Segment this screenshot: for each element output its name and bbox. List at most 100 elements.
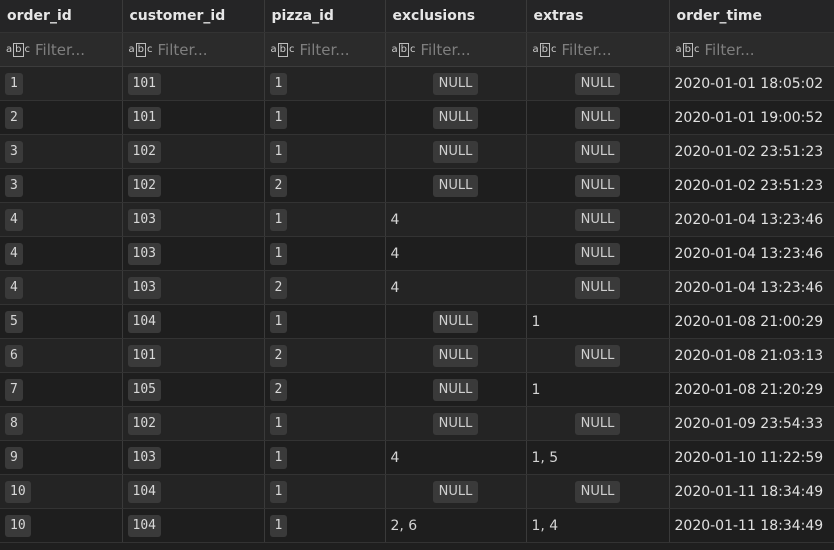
cell-pizza-id[interactable]: 1 (264, 202, 386, 237)
cell-extras[interactable]: 1 (526, 304, 670, 339)
table-row[interactable]: 5 104 1 NULL 1 2020-01-08 21:00:29 (0, 304, 834, 339)
filter-input-extras[interactable] (561, 40, 652, 59)
cell-extras[interactable]: NULL (526, 168, 670, 203)
cell-extras[interactable]: NULL (526, 406, 670, 441)
cell-order-time[interactable]: 2020-01-02 23:51:23 (669, 134, 834, 169)
cell-order-id[interactable]: 9 (0, 440, 123, 475)
cell-exclusions[interactable]: 4 (385, 236, 527, 271)
table-row[interactable]: 4 103 1 4 NULL 2020-01-04 13:23:46 (0, 202, 834, 237)
cell-pizza-id[interactable]: 1 (264, 66, 386, 101)
cell-exclusions[interactable]: 2, 6 (385, 508, 527, 543)
cell-extras[interactable]: NULL (526, 66, 670, 101)
cell-order-time[interactable]: 2020-01-11 18:34:49 (669, 474, 834, 509)
cell-customer-id[interactable]: 101 (122, 338, 265, 373)
cell-order-id[interactable]: 7 (0, 372, 123, 407)
cell-extras[interactable]: NULL (526, 134, 670, 169)
cell-customer-id[interactable]: 105 (122, 372, 265, 407)
cell-extras[interactable]: 1 (526, 372, 670, 407)
cell-exclusions[interactable]: 4 (385, 202, 527, 237)
filter-input-order-id[interactable] (35, 40, 125, 59)
cell-order-time[interactable]: 2020-01-04 13:23:46 (669, 202, 834, 237)
cell-exclusions[interactable]: NULL (385, 474, 527, 509)
cell-order-id[interactable]: 4 (0, 202, 123, 237)
cell-order-time[interactable]: 2020-01-08 21:20:29 (669, 372, 834, 407)
column-header-exclusions[interactable]: exclusions (385, 0, 527, 33)
cell-customer-id[interactable]: 104 (122, 474, 265, 509)
cell-order-id[interactable]: 1 (0, 66, 123, 101)
cell-exclusions[interactable]: NULL (385, 304, 527, 339)
cell-extras[interactable]: NULL (526, 474, 670, 509)
cell-extras[interactable]: NULL (526, 202, 670, 237)
cell-exclusions[interactable]: 4 (385, 270, 527, 305)
table-row[interactable]: 8 102 1 NULL NULL 2020-01-09 23:54:33 (0, 406, 834, 441)
cell-exclusions[interactable]: NULL (385, 372, 527, 407)
cell-order-time[interactable]: 2020-01-10 11:22:59 (669, 440, 834, 475)
cell-customer-id[interactable]: 101 (122, 66, 265, 101)
table-row[interactable]: 6 101 2 NULL NULL 2020-01-08 21:03:13 (0, 338, 834, 373)
cell-order-time[interactable]: 2020-01-11 18:34:49 (669, 508, 834, 543)
cell-exclusions[interactable]: NULL (385, 66, 527, 101)
table-row[interactable]: 4 103 1 4 NULL 2020-01-04 13:23:46 (0, 236, 834, 271)
cell-pizza-id[interactable]: 1 (264, 508, 386, 543)
table-row[interactable]: 10 104 1 2, 6 1, 4 2020-01-11 18:34:49 (0, 508, 834, 543)
cell-pizza-id[interactable]: 2 (264, 168, 386, 203)
cell-pizza-id[interactable]: 1 (264, 406, 386, 441)
column-header-pizza-id[interactable]: pizza_id (264, 0, 386, 33)
cell-extras[interactable]: 1, 5 (526, 440, 670, 475)
cell-pizza-id[interactable]: 1 (264, 236, 386, 271)
cell-order-time[interactable]: 2020-01-01 18:05:02 (669, 66, 834, 101)
cell-customer-id[interactable]: 104 (122, 508, 265, 543)
cell-customer-id[interactable]: 103 (122, 202, 265, 237)
cell-exclusions[interactable]: NULL (385, 134, 527, 169)
cell-pizza-id[interactable]: 2 (264, 338, 386, 373)
cell-extras[interactable]: 1, 4 (526, 508, 670, 543)
cell-customer-id[interactable]: 103 (122, 440, 265, 475)
table-row[interactable]: 9 103 1 4 1, 5 2020-01-10 11:22:59 (0, 440, 834, 475)
column-header-order-id[interactable]: order_id (0, 0, 123, 33)
cell-pizza-id[interactable]: 1 (264, 134, 386, 169)
cell-customer-id[interactable]: 102 (122, 134, 265, 169)
cell-order-id[interactable]: 5 (0, 304, 123, 339)
filter-input-customer-id[interactable] (157, 40, 248, 59)
cell-exclusions[interactable]: NULL (385, 100, 527, 135)
table-row[interactable]: 3 102 2 NULL NULL 2020-01-02 23:51:23 (0, 168, 834, 203)
cell-exclusions[interactable]: NULL (385, 406, 527, 441)
cell-order-time[interactable]: 2020-01-08 21:03:13 (669, 338, 834, 373)
cell-customer-id[interactable]: 102 (122, 168, 265, 203)
cell-exclusions[interactable]: 4 (385, 440, 527, 475)
filter-input-exclusions[interactable] (420, 40, 511, 59)
cell-order-id[interactable]: 6 (0, 338, 123, 373)
cell-pizza-id[interactable]: 2 (264, 270, 386, 305)
cell-order-id[interactable]: 4 (0, 236, 123, 271)
cell-customer-id[interactable]: 103 (122, 270, 265, 305)
cell-order-id[interactable]: 2 (0, 100, 123, 135)
filter-input-pizza-id[interactable] (299, 40, 390, 59)
cell-order-time[interactable]: 2020-01-02 23:51:23 (669, 168, 834, 203)
cell-exclusions[interactable]: NULL (385, 338, 527, 373)
cell-exclusions[interactable]: NULL (385, 168, 527, 203)
cell-customer-id[interactable]: 102 (122, 406, 265, 441)
table-row[interactable]: 7 105 2 NULL 1 2020-01-08 21:20:29 (0, 372, 834, 407)
cell-pizza-id[interactable]: 1 (264, 474, 386, 509)
table-row[interactable]: 10 104 1 NULL NULL 2020-01-11 18:34:49 (0, 474, 834, 509)
cell-customer-id[interactable]: 104 (122, 304, 265, 339)
cell-order-id[interactable]: 8 (0, 406, 123, 441)
filter-input-order-time[interactable] (704, 40, 795, 59)
cell-pizza-id[interactable]: 1 (264, 440, 386, 475)
cell-extras[interactable]: NULL (526, 236, 670, 271)
cell-customer-id[interactable]: 103 (122, 236, 265, 271)
cell-order-id[interactable]: 10 (0, 474, 123, 509)
cell-customer-id[interactable]: 101 (122, 100, 265, 135)
cell-order-id[interactable]: 3 (0, 134, 123, 169)
cell-pizza-id[interactable]: 1 (264, 100, 386, 135)
table-row[interactable]: 2 101 1 NULL NULL 2020-01-01 19:00:52 (0, 100, 834, 135)
cell-order-time[interactable]: 2020-01-09 23:54:33 (669, 406, 834, 441)
cell-extras[interactable]: NULL (526, 100, 670, 135)
cell-order-time[interactable]: 2020-01-04 13:23:46 (669, 270, 834, 305)
cell-order-id[interactable]: 4 (0, 270, 123, 305)
cell-order-id[interactable]: 3 (0, 168, 123, 203)
table-row[interactable]: 1 101 1 NULL NULL 2020-01-01 18:05:02 (0, 66, 834, 101)
cell-pizza-id[interactable]: 2 (264, 372, 386, 407)
cell-order-time[interactable]: 2020-01-04 13:23:46 (669, 236, 834, 271)
column-header-extras[interactable]: extras (526, 0, 670, 33)
